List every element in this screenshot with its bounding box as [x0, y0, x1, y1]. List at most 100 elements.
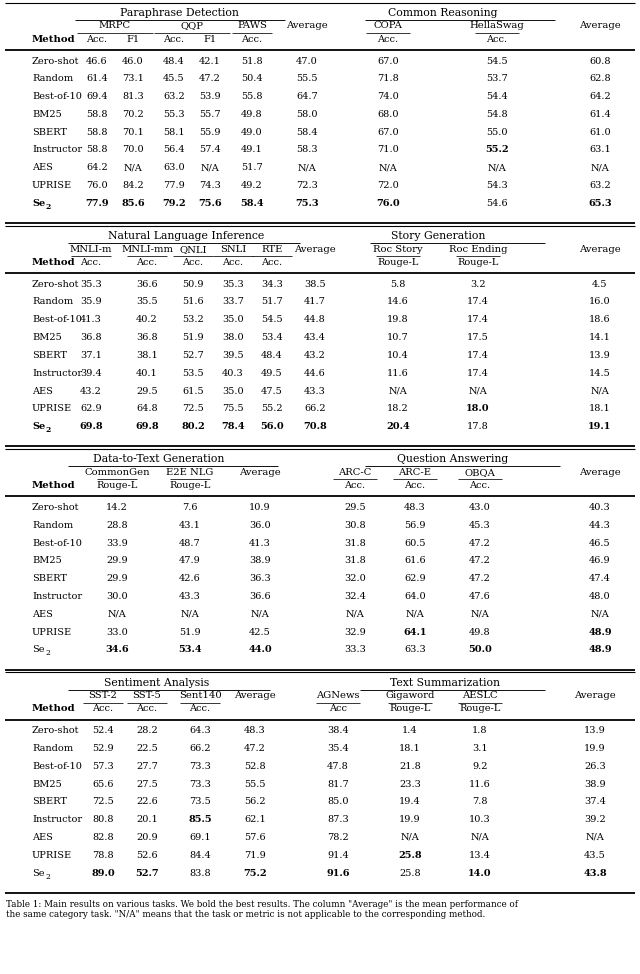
Text: 14.1: 14.1 — [589, 333, 611, 342]
Text: 65.3: 65.3 — [588, 199, 612, 207]
Text: 35.3: 35.3 — [80, 280, 102, 288]
Text: N/A: N/A — [406, 610, 424, 618]
Text: 66.2: 66.2 — [189, 744, 211, 753]
Text: 48.4: 48.4 — [261, 351, 283, 360]
Text: 32.0: 32.0 — [344, 574, 366, 583]
Text: 75.6: 75.6 — [198, 199, 222, 207]
Text: 34.6: 34.6 — [105, 646, 129, 655]
Text: 46.6: 46.6 — [86, 56, 108, 65]
Text: 37.4: 37.4 — [584, 798, 606, 806]
Text: UPRISE: UPRISE — [32, 627, 72, 636]
Text: Acc.: Acc. — [469, 481, 491, 490]
Text: 70.8: 70.8 — [303, 422, 327, 431]
Text: 80.8: 80.8 — [92, 815, 114, 824]
Text: Rouge-L: Rouge-L — [458, 258, 499, 267]
Text: Text Summarization: Text Summarization — [390, 678, 500, 688]
Text: 75.5: 75.5 — [222, 404, 244, 413]
Text: 7.8: 7.8 — [472, 798, 488, 806]
Text: 51.8: 51.8 — [241, 56, 263, 65]
Text: RTE: RTE — [261, 244, 283, 253]
Text: N/A: N/A — [401, 833, 419, 842]
Text: AES: AES — [32, 610, 53, 618]
Text: MNLI-mm: MNLI-mm — [121, 244, 173, 253]
Text: Acc.: Acc. — [182, 258, 204, 267]
Text: BM25: BM25 — [32, 556, 61, 565]
Text: Story Generation: Story Generation — [391, 231, 485, 242]
Text: 69.8: 69.8 — [135, 422, 159, 431]
Text: 36.0: 36.0 — [249, 521, 271, 530]
Text: 84.2: 84.2 — [122, 181, 144, 190]
Text: 29.5: 29.5 — [344, 503, 366, 512]
Text: 64.8: 64.8 — [136, 404, 158, 413]
Text: 58.8: 58.8 — [86, 145, 108, 155]
Text: 41.3: 41.3 — [80, 316, 102, 324]
Text: N/A: N/A — [470, 833, 490, 842]
Text: 63.2: 63.2 — [163, 93, 185, 101]
Text: 78.8: 78.8 — [92, 850, 114, 860]
Text: 40.3: 40.3 — [222, 369, 244, 378]
Text: 54.3: 54.3 — [486, 181, 508, 190]
Text: 43.5: 43.5 — [584, 850, 606, 860]
Text: Data-to-Text Generation: Data-to-Text Generation — [93, 455, 224, 465]
Text: AES: AES — [32, 833, 53, 842]
Text: 35.0: 35.0 — [222, 387, 244, 395]
Text: 36.6: 36.6 — [249, 592, 271, 601]
Text: 48.3: 48.3 — [244, 726, 266, 735]
Text: 47.2: 47.2 — [199, 74, 221, 84]
Text: 77.9: 77.9 — [163, 181, 185, 190]
Text: MNLI-m: MNLI-m — [70, 244, 112, 253]
Text: N/A: N/A — [470, 610, 490, 618]
Text: Zero-shot: Zero-shot — [32, 726, 79, 735]
Text: 52.7: 52.7 — [182, 351, 204, 360]
Text: 46.9: 46.9 — [589, 556, 611, 565]
Text: AES: AES — [32, 164, 53, 172]
Text: 13.4: 13.4 — [469, 850, 491, 860]
Text: 63.3: 63.3 — [404, 646, 426, 655]
Text: 54.8: 54.8 — [486, 110, 508, 119]
Text: 33.9: 33.9 — [106, 539, 128, 547]
Text: 47.2: 47.2 — [469, 556, 491, 565]
Text: HellaSwag: HellaSwag — [470, 21, 524, 30]
Text: Se: Se — [32, 646, 45, 655]
Text: Acc.: Acc. — [486, 34, 508, 44]
Text: 43.3: 43.3 — [179, 592, 201, 601]
Text: 10.9: 10.9 — [249, 503, 271, 512]
Text: 65.6: 65.6 — [92, 779, 114, 789]
Text: Average: Average — [579, 468, 621, 477]
Text: 10.7: 10.7 — [387, 333, 409, 342]
Text: 40.3: 40.3 — [589, 503, 611, 512]
Text: 49.8: 49.8 — [241, 110, 263, 119]
Text: Acc.: Acc. — [136, 258, 157, 267]
Text: 55.2: 55.2 — [485, 145, 509, 155]
Text: N/A: N/A — [379, 164, 397, 172]
Text: 43.2: 43.2 — [304, 351, 326, 360]
Text: Sent140: Sent140 — [179, 692, 221, 700]
Text: 63.0: 63.0 — [163, 164, 185, 172]
Text: UPRISE: UPRISE — [32, 181, 72, 190]
Text: Instructor: Instructor — [32, 592, 82, 601]
Text: 44.3: 44.3 — [589, 521, 611, 530]
Text: 55.3: 55.3 — [163, 110, 185, 119]
Text: 64.2: 64.2 — [589, 93, 611, 101]
Text: SST-5: SST-5 — [132, 692, 161, 700]
Text: Acc.: Acc. — [241, 34, 262, 44]
Text: 13.9: 13.9 — [584, 726, 606, 735]
Text: 67.0: 67.0 — [377, 56, 399, 65]
Text: 68.0: 68.0 — [377, 110, 399, 119]
Text: N/A: N/A — [346, 610, 364, 618]
Text: 81.3: 81.3 — [122, 93, 144, 101]
Text: QNLI: QNLI — [179, 244, 207, 253]
Text: 36.3: 36.3 — [249, 574, 271, 583]
Text: 18.1: 18.1 — [399, 744, 421, 753]
Text: 39.4: 39.4 — [80, 369, 102, 378]
Text: 44.6: 44.6 — [304, 369, 326, 378]
Text: Se: Se — [32, 199, 45, 207]
Text: Method: Method — [32, 481, 76, 490]
Text: 64.1: 64.1 — [403, 627, 427, 636]
Text: 41.3: 41.3 — [249, 539, 271, 547]
Text: Acc: Acc — [329, 704, 347, 713]
Text: 45.3: 45.3 — [469, 521, 491, 530]
Text: 38.9: 38.9 — [584, 779, 606, 789]
Text: 76.0: 76.0 — [376, 199, 400, 207]
Text: 28.8: 28.8 — [106, 521, 128, 530]
